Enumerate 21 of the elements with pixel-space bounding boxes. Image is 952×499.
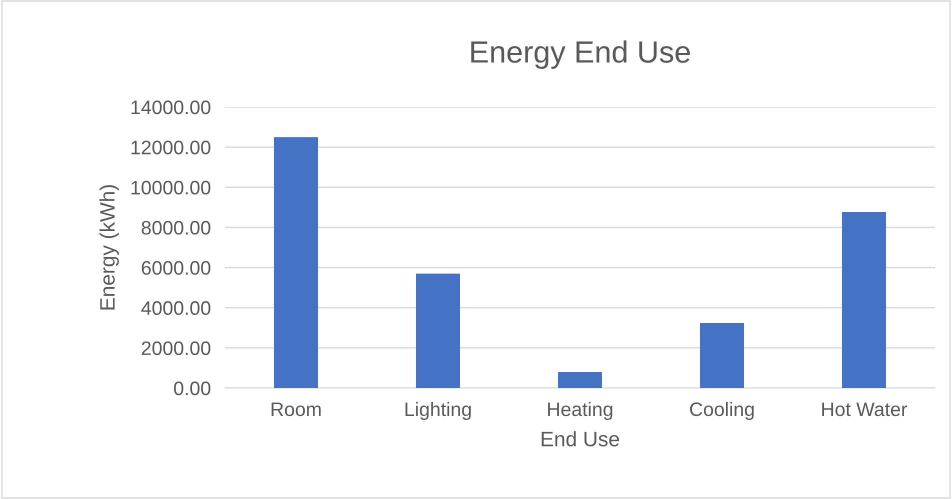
bar <box>274 137 318 388</box>
x-tick-label: Lighting <box>406 402 471 420</box>
bar <box>842 212 886 388</box>
x-tick-label: Cooling <box>690 402 754 420</box>
y-tick-label: 4000.00 <box>141 301 210 315</box>
y-tick-label: 2000.00 <box>142 341 210 356</box>
x-tick-label: Hot Water <box>822 402 908 416</box>
y-tick-label: 10000.00 <box>132 180 210 195</box>
y-tick-label: 8000.00 <box>142 220 210 235</box>
bar <box>558 372 602 388</box>
y-axis-title: Energy (kWh) <box>99 185 119 310</box>
bar <box>416 274 460 388</box>
y-tick-label: 14000.00 <box>132 100 210 114</box>
y-tick-label: 0.00 <box>174 381 210 396</box>
x-tick-label: Heating <box>548 402 612 420</box>
bar <box>700 322 744 388</box>
chart-title: Energy End Use <box>471 40 690 69</box>
y-tick-label: 12000.00 <box>132 140 210 154</box>
x-tick-label: Room <box>272 402 321 416</box>
x-axis-title: End Use <box>542 431 620 446</box>
y-tick-label: 6000.00 <box>142 261 210 275</box>
